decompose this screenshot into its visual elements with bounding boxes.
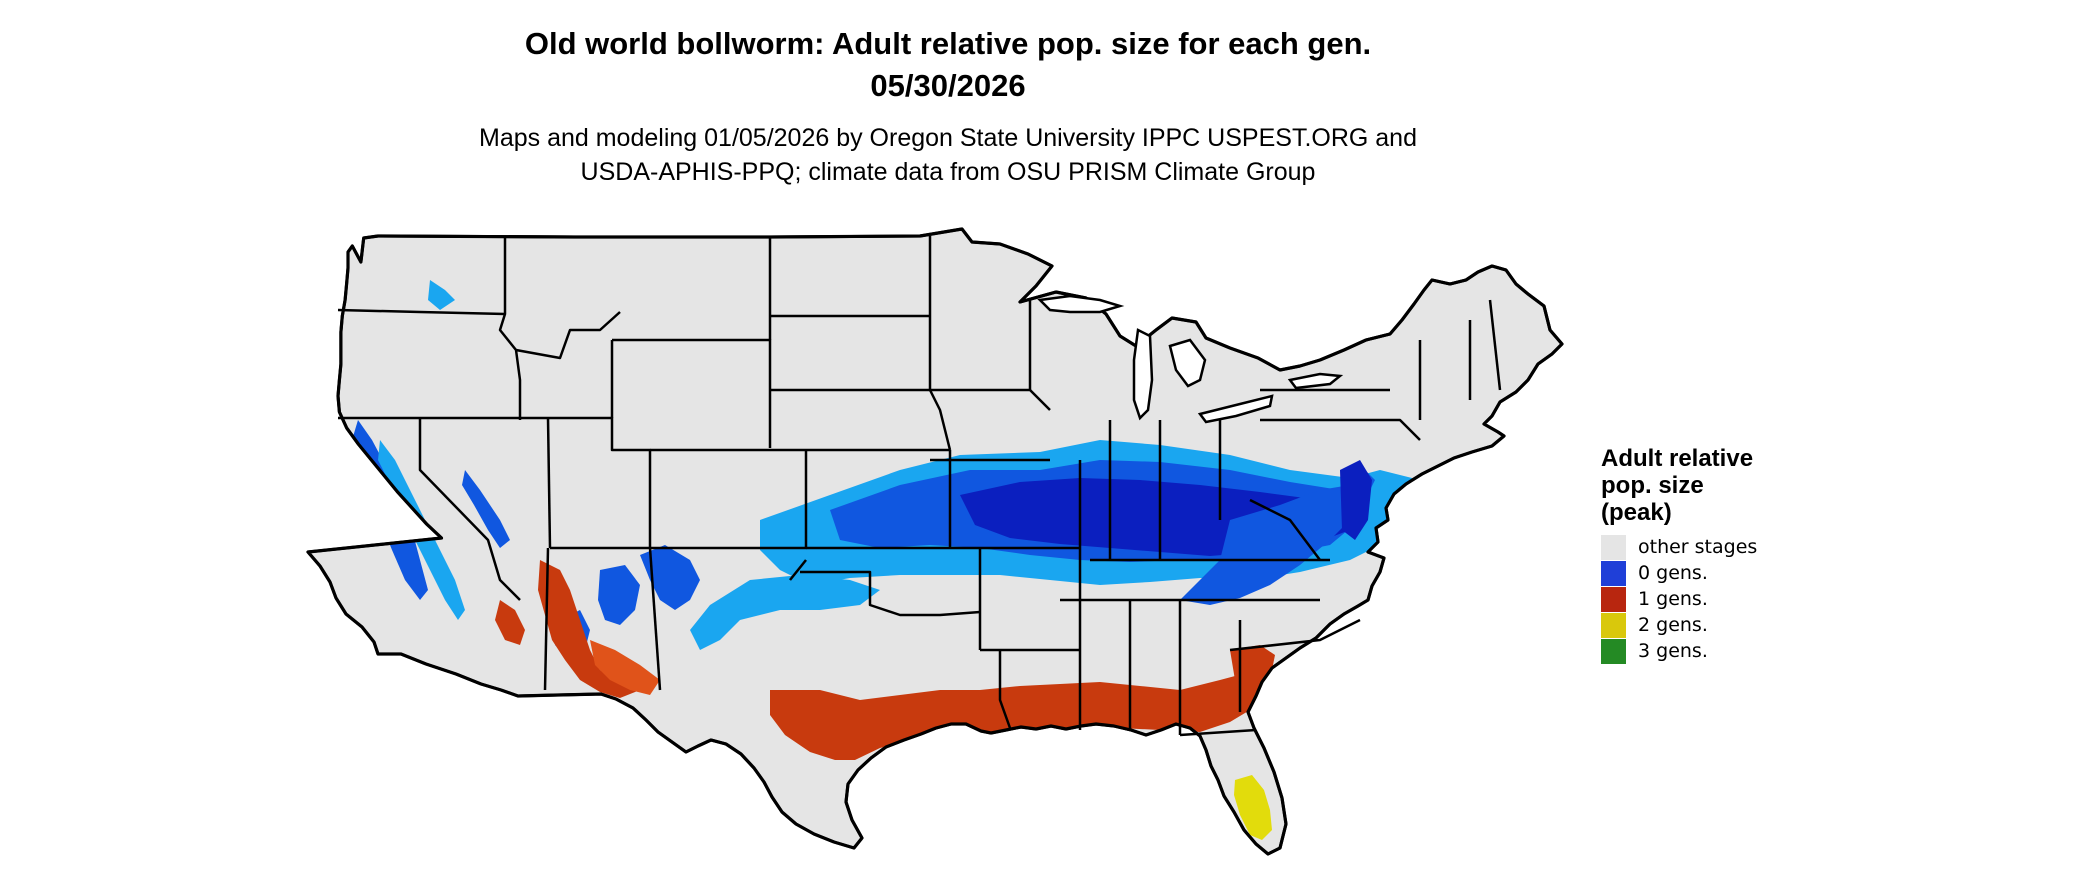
state-border: [1229, 618, 1361, 652]
state-border: [543, 547, 550, 691]
lake-ontario: [1287, 372, 1344, 390]
gen1-az-south: [590, 640, 660, 695]
great-lakes: [1037, 294, 1344, 424]
gen3-florida-keys: [1236, 877, 1260, 883]
gen2-florida: [1234, 775, 1272, 840]
state-border: [789, 559, 807, 581]
legend-item: other stages: [1601, 534, 1757, 560]
state-border: [418, 418, 521, 601]
legend-label: 0 gens.: [1638, 562, 1708, 584]
state-border: [337, 308, 506, 316]
lake-huron: [1168, 338, 1207, 388]
legend-swatch: [1601, 612, 1626, 638]
state-border: [1179, 728, 1257, 737]
legend-item: 2 gens.: [1601, 612, 1757, 638]
state-border: [648, 547, 662, 691]
gen2-south-texas: [860, 785, 905, 845]
map-subtitle-line2: USDA-APHIS-PPQ; climate data from OSU PR…: [580, 158, 1316, 186]
legend-title: Adult relative pop. size (peak): [1601, 445, 1757, 526]
legend-label: 3 gens.: [1638, 640, 1708, 662]
state-border: [1260, 418, 1421, 441]
gen0-nm: [640, 545, 700, 610]
legend-item: 1 gens.: [1601, 586, 1757, 612]
legend-swatch: [1601, 638, 1626, 664]
legend-title-line: pop. size: [1601, 472, 1704, 499]
gen1-south-band: [770, 672, 1260, 760]
gen0-nv: [462, 470, 510, 548]
state-border: [998, 650, 1012, 729]
legend-title-line: Adult relative: [1601, 445, 1754, 472]
legend-swatch: [1601, 586, 1626, 612]
legend-swatch: [1601, 534, 1626, 560]
state-border: [1488, 299, 1502, 391]
legend-item: 3 gens.: [1601, 638, 1757, 664]
state-borders: [337, 236, 1502, 737]
legend-title-line: (peak): [1601, 499, 1672, 526]
gen0-sw-light: [690, 575, 880, 650]
legend-label: other stages: [1638, 536, 1758, 558]
map-title-line1: Old world bollworm: Adult relative pop. …: [524, 26, 1372, 61]
state-border: [546, 417, 552, 549]
lake-michigan: [1132, 328, 1154, 421]
gen1-az-ca: [538, 560, 640, 698]
gen1-se-ca: [495, 600, 525, 645]
legend-item: 0 gens.: [1601, 560, 1757, 586]
gen0-az-east: [598, 565, 640, 625]
state-border: [515, 311, 621, 360]
gen0-chesapeake: [1340, 460, 1372, 540]
lake-erie: [1197, 394, 1274, 424]
state-border: [800, 570, 981, 617]
state-border: [1249, 498, 1321, 561]
legend-label: 2 gens.: [1638, 614, 1708, 636]
state-border: [928, 236, 952, 451]
state-border: [548, 416, 652, 550]
map-subtitle-line1: Maps and modeling 01/05/2026 by Oregon S…: [479, 124, 1417, 152]
gen0-wa: [428, 280, 455, 310]
state-border: [498, 236, 522, 420]
legend-swatch: [1601, 560, 1626, 586]
legend-label: 1 gens.: [1638, 588, 1708, 610]
gen0-appalachian: [1180, 470, 1375, 605]
legend: Adult relative pop. size (peak) other st…: [1601, 445, 1757, 664]
lake-superior: [1037, 294, 1125, 314]
legend-items: other stages 0 gens. 1 gens. 2 gens. 3 gens.: [1601, 534, 1757, 664]
map-title-line2: 05/30/2026: [870, 68, 1026, 103]
us-outline-stroke: [306, 227, 1564, 856]
